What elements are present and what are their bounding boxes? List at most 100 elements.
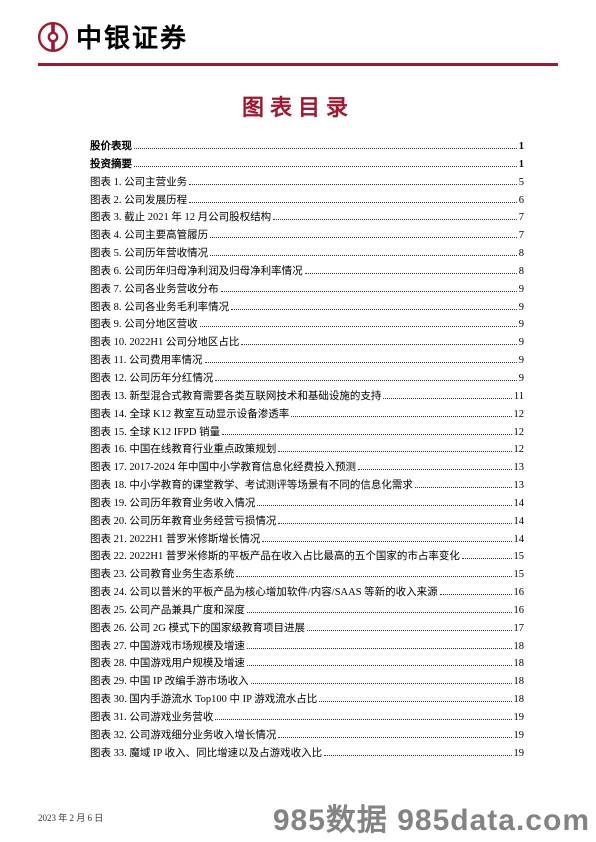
toc-row: 图表 28. 中国游戏用户规模及增速18 [90, 655, 524, 673]
toc-label: 图表 10. 2022H1 公司分地区占比 [90, 334, 239, 352]
toc-label: 股价表现 [90, 138, 132, 156]
toc-label: 图表 27. 中国游戏市场规模及增速 [90, 638, 245, 656]
toc-page-number: 13 [514, 477, 525, 495]
toc-row: 图表 33. 魔域 IP 收入、同比增速以及占游戏收入比19 [90, 745, 524, 763]
toc-label: 图表 32. 公司游戏细分业务收入增长情况 [90, 727, 276, 745]
toc-label: 图表 9. 公司分地区营收 [90, 316, 198, 334]
toc-row: 图表 32. 公司游戏细分业务收入增长情况 19 [90, 727, 524, 745]
toc-label: 图表 3. 截止 2021 年 12 月公司股权结构 [90, 209, 271, 227]
toc-label: 图表 20. 公司历年教育业务经营亏损情况 [90, 513, 276, 531]
footer-date: 2023 年 2 月 6 日 [38, 811, 103, 824]
toc-page-number: 15 [514, 548, 525, 566]
toc-page-number: 6 [519, 192, 524, 210]
toc-leader-dots [134, 166, 517, 167]
toc-leader-dots [221, 291, 517, 292]
toc-row: 图表 15. 全球 K12 IFPD 销量 12 [90, 424, 524, 442]
toc-row: 图表 11. 公司费用率情况 9 [90, 352, 524, 370]
toc-row: 图表 6. 公司历年归母净利润及归母净利率情况8 [90, 263, 524, 281]
toc-leader-dots [291, 416, 511, 417]
toc-page-number: 7 [519, 209, 524, 227]
toc-label: 图表 24. 公司以普米的平板产品为核心增加软件/内容/SAAS 等新的收入来源 [90, 584, 438, 602]
toc-leader-dots [247, 648, 512, 649]
toc-label: 图表 15. 全球 K12 IFPD 销量 [90, 424, 220, 442]
toc-row: 图表 9. 公司分地区营收 9 [90, 316, 524, 334]
toc-page-number: 9 [519, 281, 524, 299]
toc-page-number: 12 [514, 406, 525, 424]
toc-row: 图表 4. 公司主要高管履历7 [90, 227, 524, 245]
toc-page-number: 19 [514, 727, 525, 745]
toc-leader-dots [210, 255, 517, 256]
toc-leader-dots [462, 558, 512, 559]
toc-page-number: 11 [514, 388, 524, 406]
toc-leader-dots [189, 184, 517, 185]
toc-row: 图表 3. 截止 2021 年 12 月公司股权结构 7 [90, 209, 524, 227]
toc-row: 图表 27. 中国游戏市场规模及增速 18 [90, 638, 524, 656]
toc-row: 图表 29. 中国 IP 改编手游市场收入 18 [90, 673, 524, 691]
toc-page-number: 16 [514, 602, 525, 620]
toc-page-number: 12 [514, 441, 525, 459]
toc-label: 图表 1. 公司主营业务 [90, 174, 187, 192]
table-of-contents: 股价表现1投资摘要1图表 1. 公司主营业务5图表 2. 公司发展历程6图表 3… [0, 138, 596, 763]
toc-row: 图表 10. 2022H1 公司分地区占比9 [90, 334, 524, 352]
toc-leader-dots [415, 487, 512, 488]
toc-page-number: 12 [514, 424, 525, 442]
toc-row: 图表 8. 公司各业务毛利率情况 9 [90, 299, 524, 317]
toc-row: 图表 17. 2017-2024 年中国中小学教育信息化经费投入预测 13 [90, 459, 524, 477]
toc-label: 图表 30. 国内手游流水 Top100 中 IP 游戏流水占比 [90, 691, 317, 709]
toc-page-number: 19 [514, 745, 525, 763]
toc-page-number: 9 [519, 316, 524, 334]
toc-label: 图表 12. 公司历年分红情况 [90, 370, 213, 388]
toc-leader-dots [440, 594, 512, 595]
toc-page-number: 5 [519, 174, 524, 192]
toc-row: 图表 23. 公司教育业务生态系统15 [90, 566, 524, 584]
toc-label: 图表 4. 公司主要高管履历 [90, 227, 208, 245]
toc-page-number: 9 [519, 352, 524, 370]
toc-leader-dots [262, 541, 511, 542]
toc-leader-dots [324, 755, 511, 756]
toc-row: 图表 13. 新型混合式教育需要各类互联网技术和基础设施的支持 11 [90, 388, 524, 406]
toc-page-number: 16 [514, 584, 525, 602]
toc-label: 图表 26. 公司 2G 模式下的国家级教育项目进展 [90, 620, 305, 638]
toc-label: 图表 8. 公司各业务毛利率情况 [90, 299, 229, 317]
toc-page-number: 14 [514, 513, 525, 531]
toc-leader-dots [307, 630, 512, 631]
toc-page-number: 18 [514, 673, 525, 691]
toc-label: 图表 16. 中国在线教育行业重点政策规划 [90, 441, 276, 459]
toc-label: 图表 19. 公司历年教育业务收入情况 [90, 495, 255, 513]
toc-leader-dots [210, 237, 517, 238]
toc-label: 图表 29. 中国 IP 改编手游市场收入 [90, 673, 249, 691]
toc-label: 图表 6. 公司历年归母净利润及归母净利率情况 [90, 263, 303, 281]
toc-label: 投资摘要 [90, 156, 132, 174]
toc-label: 图表 11. 公司费用率情况 [90, 352, 203, 370]
toc-row: 图表 20. 公司历年教育业务经营亏损情况 14 [90, 513, 524, 531]
watermark: 985数据 985data.com [273, 805, 590, 837]
brand-name: 中银证券 [76, 18, 188, 55]
toc-label: 图表 17. 2017-2024 年中国中小学教育信息化经费投入预测 [90, 459, 356, 477]
toc-page-number: 15 [514, 566, 525, 584]
toc-page-number: 18 [514, 638, 525, 656]
toc-row: 图表 25. 公司产品兼具广度和深度16 [90, 602, 524, 620]
toc-label: 图表 18. 中小学教育的课堂教学、考试测评等场景有不同的信息化需求 [90, 477, 413, 495]
header-divider [38, 63, 558, 66]
toc-leader-dots [273, 219, 517, 220]
toc-leader-dots [247, 612, 512, 613]
toc-page-number: 8 [519, 245, 524, 263]
toc-page-number: 14 [514, 495, 525, 513]
toc-row: 图表 21. 2022H1 普罗米修斯增长情况14 [90, 531, 524, 549]
toc-leader-dots [278, 737, 511, 738]
toc-row: 图表 14. 全球 K12 教室互动显示设备渗透率12 [90, 406, 524, 424]
toc-page-number: 9 [519, 370, 524, 388]
toc-page-number: 9 [519, 299, 524, 317]
toc-label: 图表 5. 公司历年营收情况 [90, 245, 208, 263]
toc-row: 图表 1. 公司主营业务 5 [90, 174, 524, 192]
toc-row: 投资摘要 1 [90, 156, 524, 174]
toc-label: 图表 7. 公司各业务营收分布 [90, 281, 219, 299]
toc-row: 图表 31. 公司游戏业务营收19 [90, 709, 524, 727]
page-header: 中银证券 [0, 0, 596, 63]
toc-leader-dots [134, 148, 517, 149]
toc-label: 图表 13. 新型混合式教育需要各类互联网技术和基础设施的支持 [90, 388, 381, 406]
toc-page-number: 1 [519, 138, 524, 156]
toc-page-number: 1 [519, 156, 524, 174]
toc-leader-dots [247, 665, 512, 666]
toc-page-number: 13 [514, 459, 525, 477]
